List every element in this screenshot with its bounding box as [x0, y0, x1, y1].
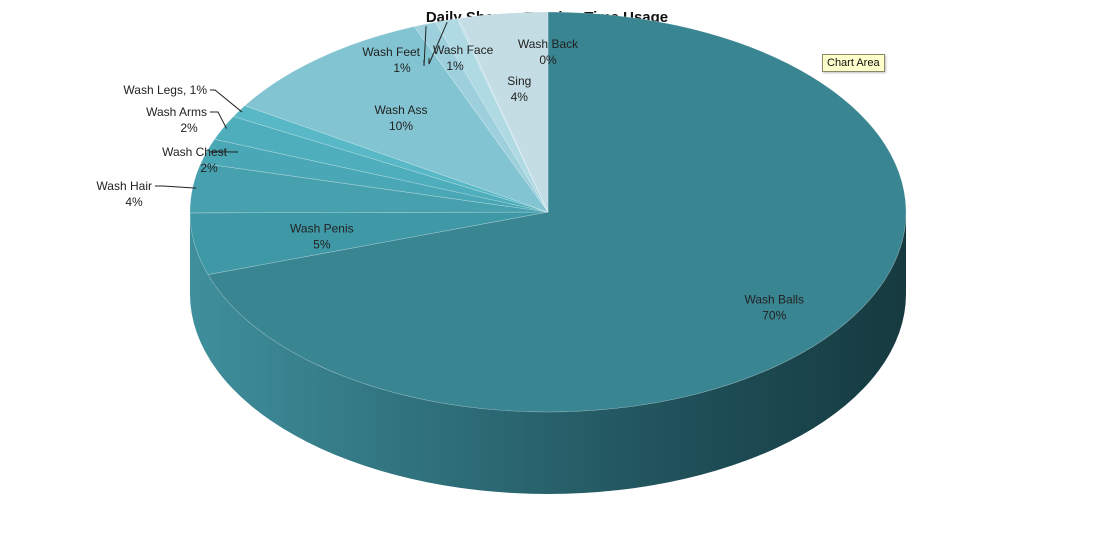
slice-label-wash-arms: Wash Arms 2%	[146, 105, 207, 135]
slice-label-value: 1%	[393, 61, 411, 75]
slice-label-value: 0%	[539, 53, 557, 67]
leader-line	[210, 90, 242, 112]
slice-label-name: Wash Chest	[162, 145, 228, 159]
leader-line	[155, 186, 196, 188]
slice-label-name: Wash Arms	[146, 105, 207, 119]
slice-label-name: Sing	[507, 74, 531, 88]
slice-label-name: Wash Feet	[362, 45, 420, 59]
slice-label-value: 2%	[180, 121, 198, 135]
slice-label-name: Wash Face	[433, 43, 494, 57]
slice-label-name: Wash Hair	[96, 179, 152, 193]
slice-label-value: 5%	[313, 238, 331, 252]
slice-label-value: 1%	[446, 59, 464, 73]
chart-area-tooltip: Chart Area	[822, 54, 885, 72]
slice-label-name: Wash Back	[518, 37, 579, 51]
slice-label-value: 4%	[125, 195, 143, 209]
leader-line	[210, 112, 227, 129]
slice-label-value: 10%	[389, 119, 413, 133]
slice-label-name: Wash Balls	[744, 292, 804, 306]
slice-label-name: Wash Legs, 1%	[123, 83, 207, 97]
pie-slices	[190, 12, 906, 412]
slice-label-value: 4%	[511, 90, 529, 104]
slice-label-name: Wash Penis	[290, 222, 354, 236]
slice-label-value: 2%	[200, 161, 218, 175]
slice-label-name: Wash Ass	[375, 103, 428, 117]
slice-label-value: 70%	[762, 308, 786, 322]
slice-label-wash-legs: Wash Legs, 1%	[123, 83, 207, 97]
slice-label-wash-hair: Wash Hair 4%	[96, 179, 152, 209]
